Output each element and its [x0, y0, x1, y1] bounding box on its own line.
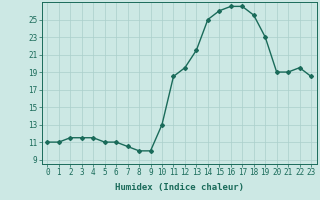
X-axis label: Humidex (Indice chaleur): Humidex (Indice chaleur): [115, 183, 244, 192]
